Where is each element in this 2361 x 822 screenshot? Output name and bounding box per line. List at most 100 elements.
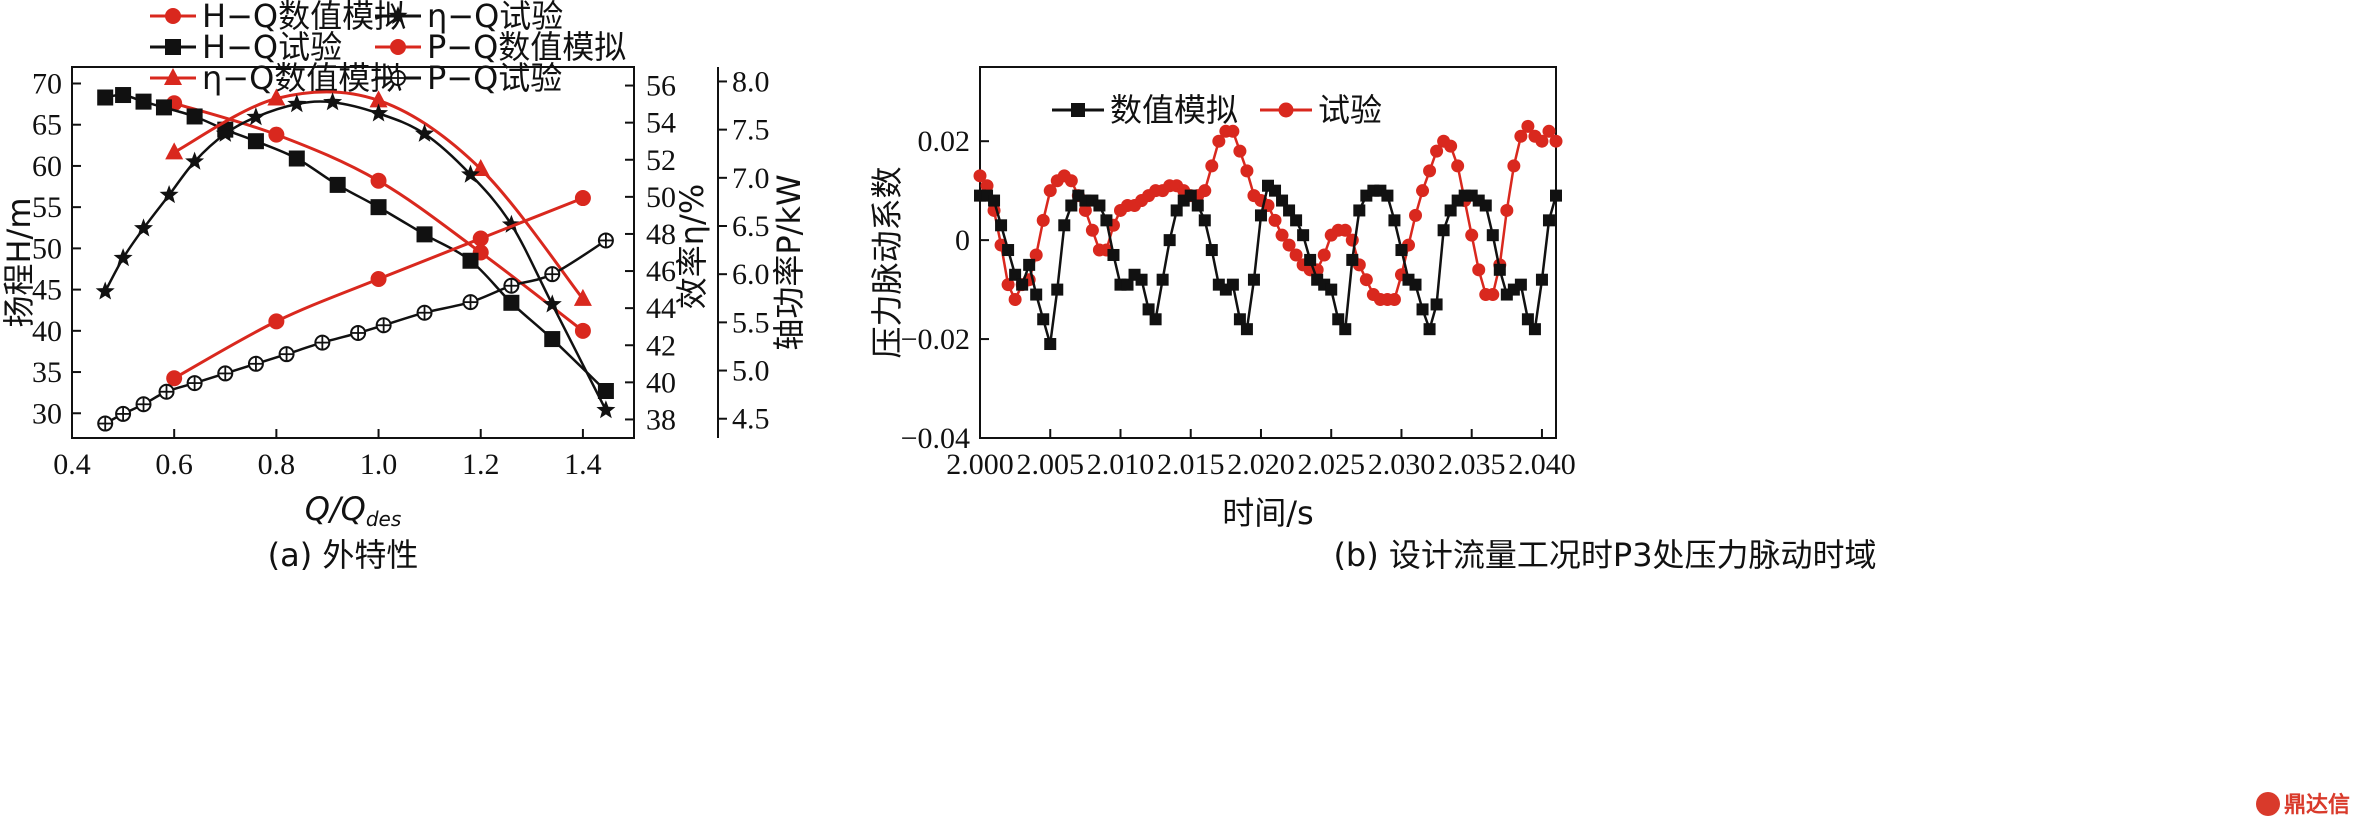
b-series-marker — [1205, 244, 1218, 257]
panel-b-legend: 数值模拟 试验 — [1052, 91, 1382, 129]
b-series-marker — [1444, 204, 1457, 217]
a-h-tick-label: 30 — [32, 397, 62, 430]
a-x-tick-label: 0.8 — [258, 448, 296, 481]
a-series-marker — [542, 294, 562, 313]
a-eta-tick-label: 42 — [646, 329, 676, 362]
b-series-marker — [1198, 184, 1212, 198]
a-p-tick-label: 7.5 — [732, 114, 770, 147]
a-p-tick-label: 5.5 — [732, 306, 770, 339]
a-series-marker — [186, 375, 203, 392]
a-series-marker — [155, 99, 172, 116]
b-series-marker — [1493, 263, 1506, 276]
b-series-marker — [995, 219, 1008, 232]
a-p-tick-label: 4.5 — [732, 403, 770, 436]
b-series-marker — [1486, 288, 1500, 302]
panel-b-x-axis-label: 时间/s — [1222, 494, 1313, 532]
a-series-marker — [267, 88, 286, 106]
a-series-marker — [597, 232, 614, 249]
a-eta-tick-label: 48 — [646, 218, 676, 251]
b-series-marker — [1451, 159, 1465, 173]
a-p-tick-label: 6.0 — [732, 258, 770, 291]
a-legend-marker — [390, 39, 406, 55]
b-series-marker — [1051, 283, 1064, 296]
a-series-marker — [596, 400, 616, 419]
a-series-marker — [462, 294, 479, 311]
b-series-marker — [1163, 234, 1176, 247]
a-series-marker — [329, 176, 346, 193]
b-series-marker — [1486, 229, 1499, 242]
a-series-marker — [574, 322, 591, 339]
panel-a-caption: (a) 外特性 — [268, 536, 419, 574]
b-x-tick-label: 2.010 — [1087, 448, 1155, 481]
a-eta-tick-label: 44 — [646, 292, 676, 325]
a-eta-tick-label: 50 — [646, 181, 676, 214]
a-legend-label: η−Q数值模拟 — [202, 59, 402, 97]
b-series-marker — [1191, 199, 1204, 212]
a-p-tick-label: 5.0 — [732, 355, 770, 388]
b-series-marker — [1029, 248, 1043, 262]
a-series-marker — [268, 126, 285, 143]
b-series-marker — [1332, 313, 1345, 326]
a-p-tick-label: 7.0 — [732, 162, 770, 195]
a-eta-tick-label: 52 — [646, 144, 676, 177]
b-series-marker — [1528, 323, 1541, 336]
b-series-marker — [1514, 278, 1527, 291]
a-legend-marker — [390, 70, 406, 86]
b-legend-marker — [1071, 103, 1085, 117]
panel-a-plot-frame — [71, 66, 635, 439]
b-series-marker — [1001, 278, 1015, 292]
b-series-marker — [1430, 144, 1444, 158]
a-series-marker — [135, 396, 152, 413]
b-series-marker — [1170, 204, 1183, 217]
b-series-marker — [988, 194, 1001, 207]
b-series-marker — [1142, 303, 1155, 316]
b-series-marker — [1479, 199, 1492, 212]
b-series-marker — [1325, 283, 1338, 296]
b-series-marker — [1156, 273, 1169, 286]
b-series-marker — [1044, 338, 1057, 351]
watermark-logo: 鼎达信 — [2256, 792, 2350, 818]
b-series-marker — [1430, 298, 1443, 311]
b-series-marker — [1416, 303, 1429, 316]
b-x-tick-label: 2.030 — [1368, 448, 1436, 481]
a-series-marker — [115, 405, 132, 422]
b-legend-marker — [1278, 102, 1294, 118]
b-series-marker — [980, 179, 994, 193]
b-series-marker — [1064, 174, 1078, 188]
a-legend-label: H−Q数值模拟 — [202, 0, 406, 35]
a-series-marker — [185, 151, 205, 170]
a-series-marker — [246, 107, 266, 126]
a-eta-tick-label: 54 — [646, 107, 676, 140]
a-x-tick-label: 1.4 — [564, 448, 602, 481]
b-series-marker — [1423, 323, 1436, 336]
a-series-marker — [461, 164, 480, 183]
b-series-marker — [1472, 263, 1486, 277]
a-series-marker — [217, 365, 234, 382]
b-series-marker — [1002, 244, 1015, 257]
a-series-marker — [288, 150, 305, 167]
b-series-marker — [1093, 199, 1106, 212]
b-series-marker — [1359, 273, 1373, 287]
b-legend-label: 试验 — [1318, 91, 1382, 129]
b-series-marker — [1008, 292, 1022, 306]
a-h-axis-label: 扬程H/m — [0, 197, 38, 327]
b-series-marker — [1037, 313, 1050, 326]
a-h-tick-label: 70 — [32, 67, 62, 100]
a-series-line — [173, 90, 585, 300]
a-eta-tick-label: 46 — [646, 255, 676, 288]
b-series-marker — [1521, 119, 1535, 133]
watermark-text: 鼎达信 — [2284, 792, 2350, 818]
b-series-marker — [1338, 223, 1352, 237]
a-series-marker — [370, 199, 387, 216]
b-series-marker — [1388, 214, 1401, 227]
b-series-marker — [1078, 203, 1092, 217]
panel-b-axes: 2.000 2.005 2.010 2.015 2.020 2.025 2.030 2.035… — [901, 125, 1576, 481]
a-series-marker — [375, 317, 392, 334]
a-series-marker — [247, 133, 264, 150]
a-series-marker — [215, 123, 235, 142]
b-series-marker — [1269, 184, 1282, 197]
b-series-marker — [1395, 244, 1408, 257]
a-series-marker — [574, 190, 591, 207]
b-y-tick-label: 0.02 — [918, 125, 971, 158]
b-series-marker — [1212, 134, 1226, 148]
